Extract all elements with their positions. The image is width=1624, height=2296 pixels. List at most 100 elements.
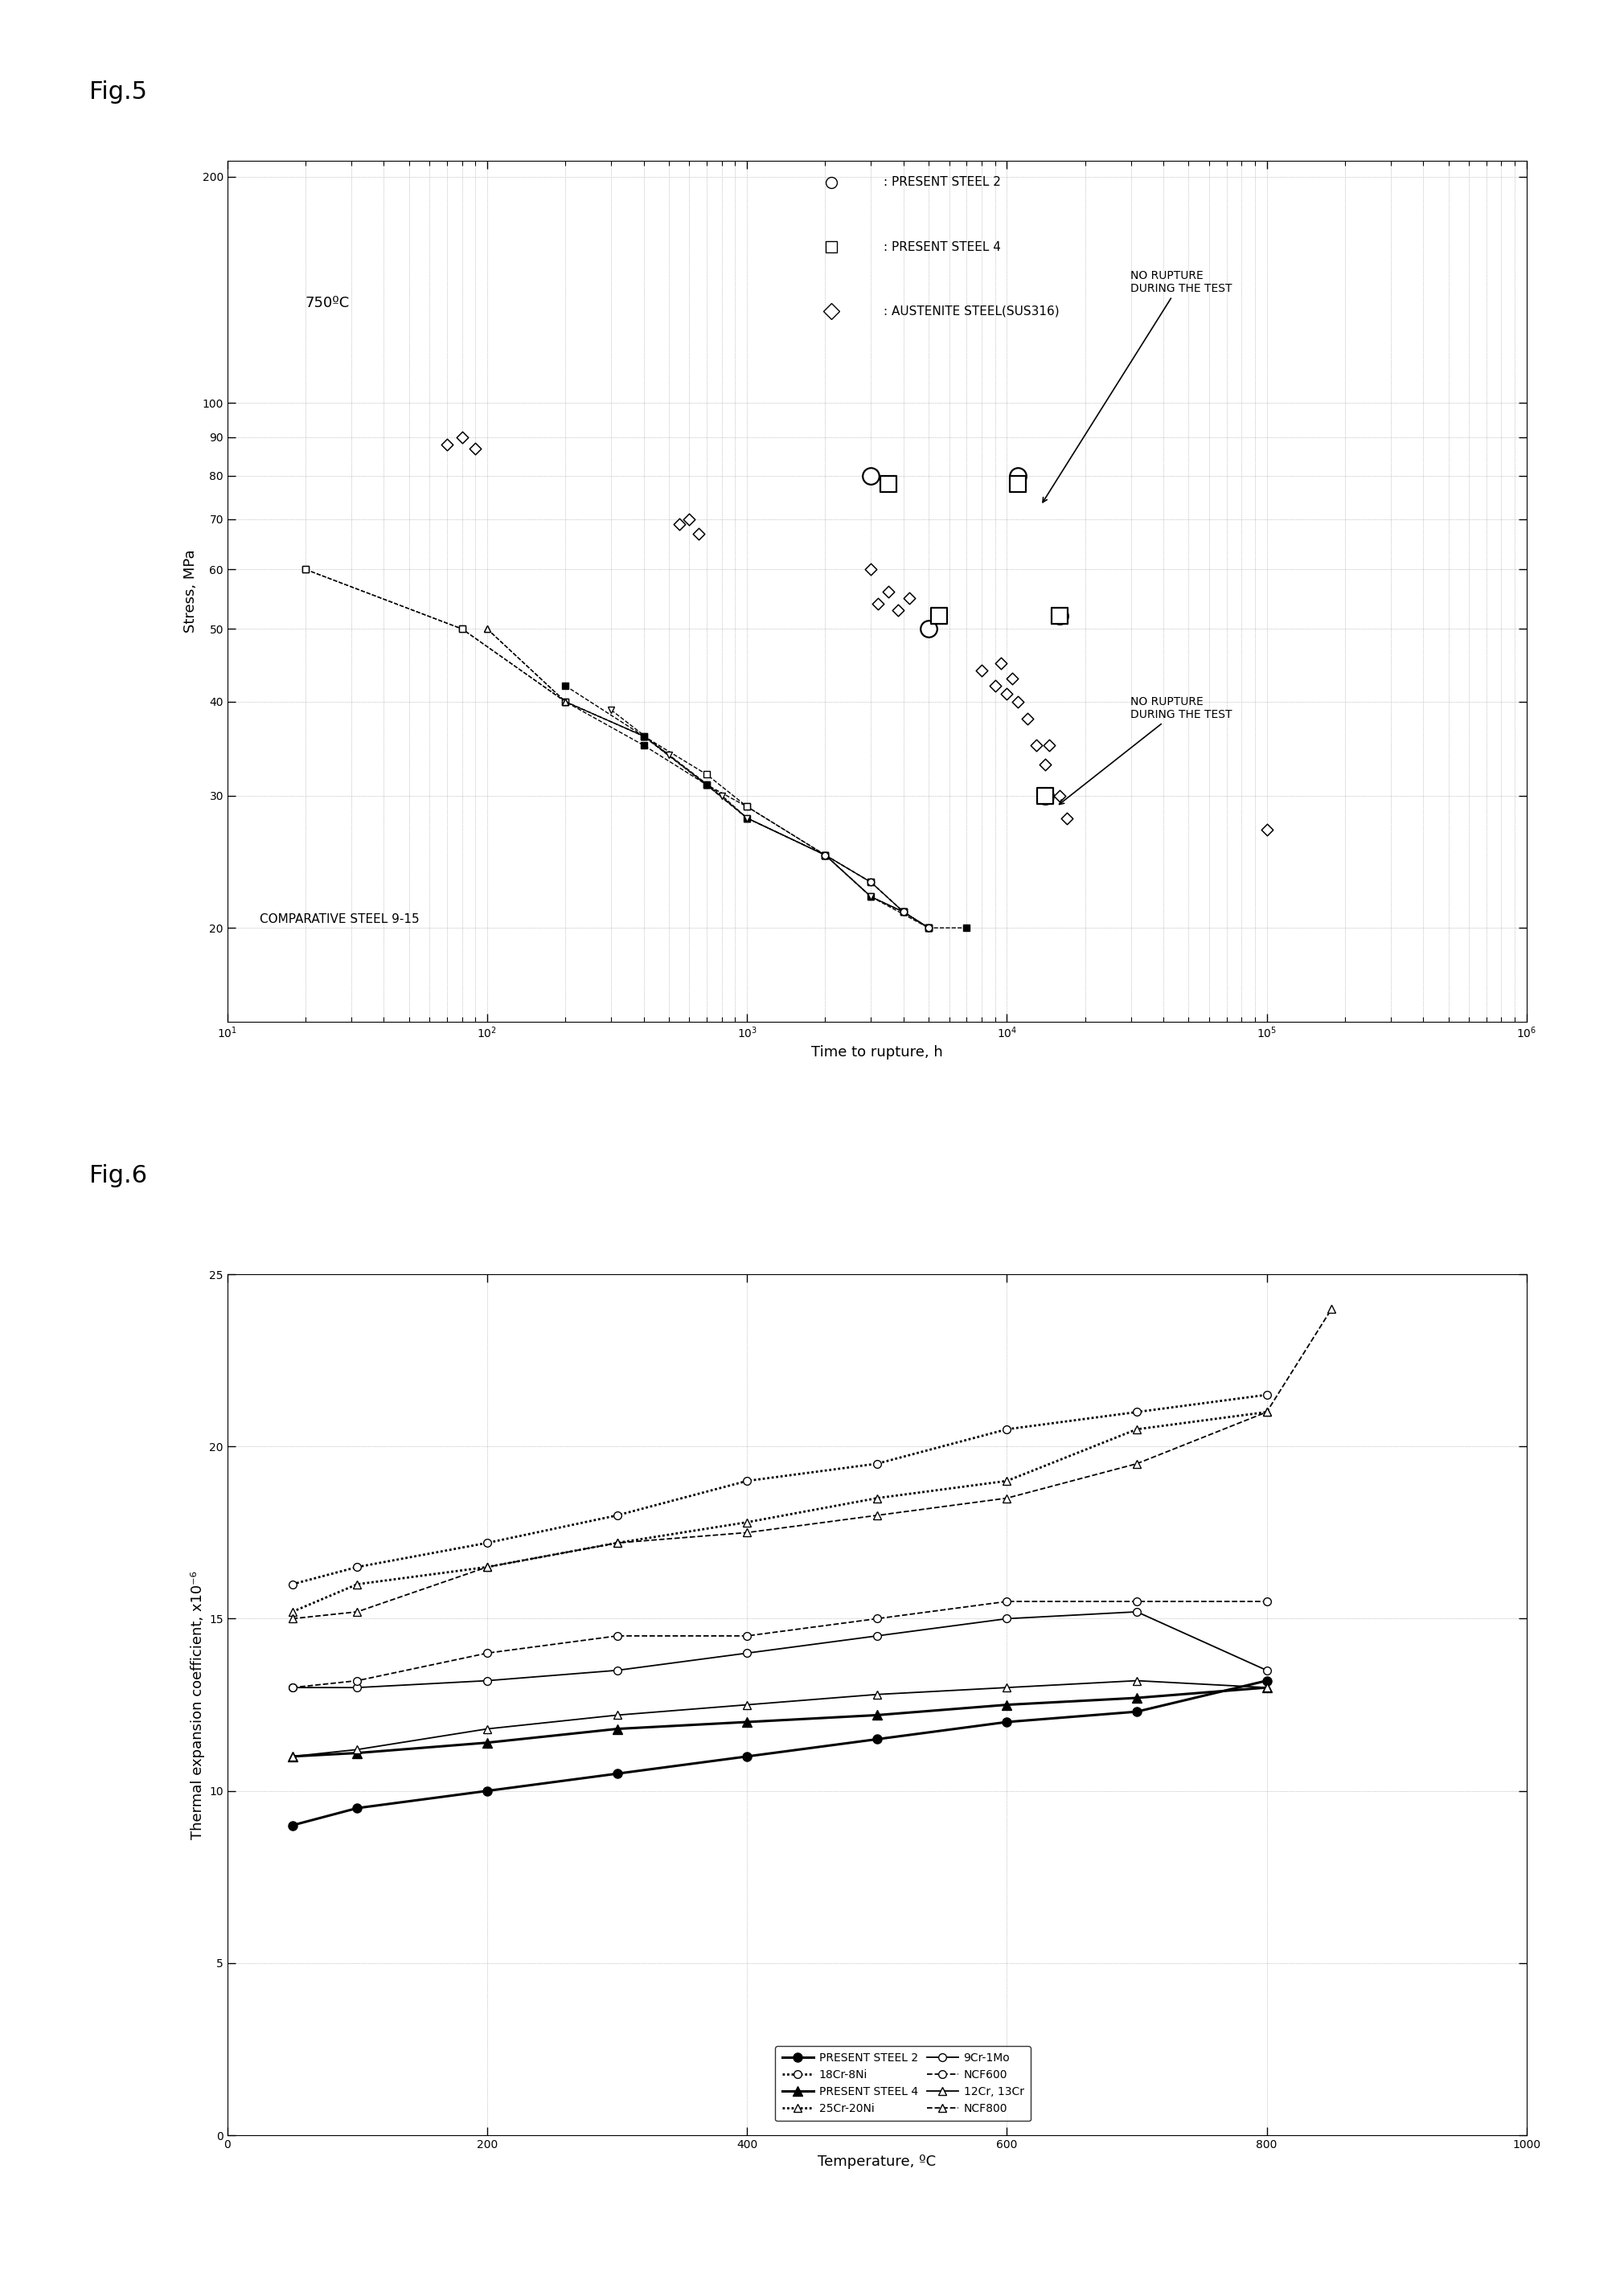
- NCF800: [348, 1598, 367, 1626]
- NCF800: [737, 1520, 757, 1548]
- NCF600: [477, 1639, 497, 1667]
- Point: [1031, 746, 1057, 783]
- 9Cr: [737, 1639, 757, 1667]
- PS4: [283, 1743, 302, 1770]
- NCF800: [1127, 1451, 1147, 1479]
- Point: [1054, 799, 1080, 836]
- 18Cr: [1257, 1380, 1276, 1407]
- Legend: PRESENT STEEL 2, 18Cr-8Ni, PRESENT STEEL 4, 25Cr-20Ni, 9Cr-1Mo, NCF600, 12Cr, 13: PRESENT STEEL 2, 18Cr-8Ni, PRESENT STEEL…: [775, 2046, 1031, 2122]
- PS2: [283, 1812, 302, 1839]
- Line: 12Cr: 12Cr: [289, 1676, 1270, 1761]
- 18Cr: [348, 1552, 367, 1580]
- Point: [866, 585, 892, 622]
- NCF600: [737, 1621, 757, 1649]
- 18Cr: [1127, 1398, 1147, 1426]
- 25Cr: [867, 1483, 887, 1511]
- 12Cr: [997, 1674, 1017, 1701]
- 25Cr: [1127, 1414, 1147, 1442]
- 18Cr: [997, 1414, 1017, 1442]
- 18Cr: [867, 1451, 887, 1479]
- 9Cr: [1257, 1658, 1276, 1685]
- NCF800: [283, 1605, 302, 1632]
- 18Cr: [283, 1570, 302, 1598]
- Point: [857, 457, 883, 494]
- 25Cr: [997, 1467, 1017, 1495]
- PS4: [997, 1690, 1017, 1717]
- Point: [885, 592, 911, 629]
- NCF800: [997, 1483, 1017, 1511]
- 9Cr: [348, 1674, 367, 1701]
- Point: [1005, 466, 1031, 503]
- NCF600: [607, 1621, 627, 1649]
- Point: [1031, 778, 1057, 815]
- NCF800: [1322, 1295, 1341, 1322]
- Point: [896, 579, 922, 615]
- Point: [1023, 728, 1049, 765]
- PS2: [607, 1759, 627, 1786]
- 9Cr: [607, 1658, 627, 1685]
- PS2: [1257, 1667, 1276, 1694]
- Point: [1254, 810, 1280, 847]
- Point: [448, 418, 474, 455]
- PS4: [1257, 1674, 1276, 1701]
- PS2: [348, 1795, 367, 1823]
- Point: [1047, 778, 1073, 815]
- Point: [1047, 597, 1073, 634]
- Point: [1036, 728, 1062, 765]
- Y-axis label: Stress, MPa: Stress, MPa: [184, 549, 198, 634]
- Text: NO RUPTURE
DURING THE TEST: NO RUPTURE DURING THE TEST: [1059, 696, 1233, 804]
- 12Cr: [1127, 1667, 1147, 1694]
- Point: [857, 551, 883, 588]
- Line: PS4: PS4: [287, 1683, 1272, 1761]
- 25Cr: [737, 1508, 757, 1536]
- 12Cr: [477, 1715, 497, 1743]
- Point: [685, 514, 711, 551]
- NCF800: [1257, 1398, 1276, 1426]
- 25Cr: [477, 1552, 497, 1580]
- NCF600: [1257, 1589, 1276, 1616]
- 12Cr: [283, 1743, 302, 1770]
- Point: [999, 659, 1025, 696]
- PS2: [997, 1708, 1017, 1736]
- NCF800: [607, 1529, 627, 1557]
- PS4: [1127, 1685, 1147, 1713]
- Point: [1005, 457, 1031, 494]
- 12Cr: [1257, 1674, 1276, 1701]
- PS4: [737, 1708, 757, 1736]
- Point: [926, 597, 952, 634]
- Point: [875, 466, 901, 503]
- NCF600: [283, 1674, 302, 1701]
- 18Cr: [607, 1502, 627, 1529]
- 9Cr: [283, 1674, 302, 1701]
- X-axis label: Temperature, ºC: Temperature, ºC: [818, 2156, 935, 2170]
- 9Cr: [477, 1667, 497, 1694]
- 18Cr: [477, 1529, 497, 1557]
- Point: [987, 645, 1013, 682]
- Point: [1015, 700, 1041, 737]
- PS2: [477, 1777, 497, 1805]
- PS2: [737, 1743, 757, 1770]
- 25Cr: [607, 1529, 627, 1557]
- Point: [916, 611, 942, 647]
- X-axis label: Time to rupture, h: Time to rupture, h: [810, 1045, 944, 1058]
- Point: [677, 501, 703, 537]
- PS2: [867, 1727, 887, 1754]
- Text: Fig.5: Fig.5: [89, 80, 148, 103]
- Point: [1047, 597, 1073, 634]
- NCF600: [997, 1589, 1017, 1616]
- Text: NO RUPTURE
DURING THE TEST: NO RUPTURE DURING THE TEST: [1043, 271, 1233, 503]
- 25Cr: [1257, 1398, 1276, 1426]
- 25Cr: [348, 1570, 367, 1598]
- 12Cr: [348, 1736, 367, 1763]
- Line: PS2: PS2: [287, 1676, 1272, 1830]
- Point: [994, 675, 1020, 712]
- 12Cr: [607, 1701, 627, 1729]
- Point: [434, 427, 460, 464]
- 18Cr: [737, 1467, 757, 1495]
- NCF800: [477, 1552, 497, 1580]
- PS4: [348, 1740, 367, 1768]
- Text: : PRESENT STEEL 4: : PRESENT STEEL 4: [883, 241, 1000, 253]
- 12Cr: [737, 1690, 757, 1717]
- Line: NCF600: NCF600: [289, 1598, 1270, 1692]
- Point: [875, 574, 901, 611]
